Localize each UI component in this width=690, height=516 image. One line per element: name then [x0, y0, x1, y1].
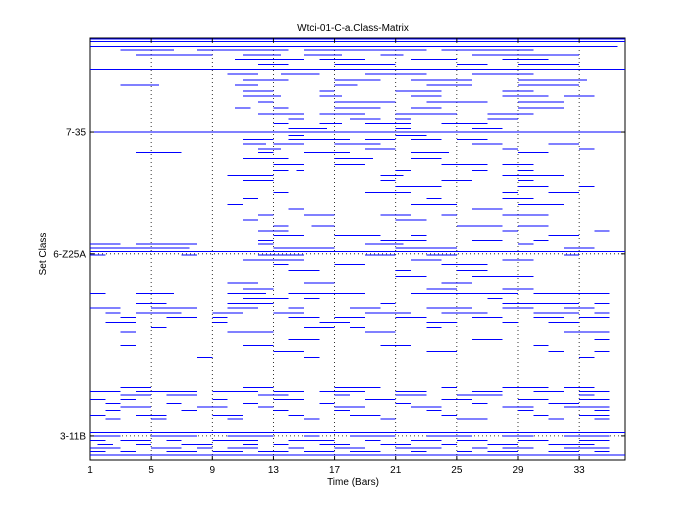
x-tick-label: 33	[574, 465, 586, 476]
axes: 1 5 9 13 17 21 25 29 33 3-11B 6-Z25A 7-35	[53, 38, 625, 476]
x-tick-label: 5	[148, 465, 154, 476]
x-tick-label: 17	[329, 465, 341, 476]
y-tick-label: 6-Z25A	[53, 249, 86, 260]
x-axis-label: Time (Bars)	[327, 477, 379, 488]
x-tick-label: 9	[210, 465, 216, 476]
x-tick-label: 21	[390, 465, 402, 476]
data-segments	[90, 38, 625, 456]
x-tick-label: 29	[512, 465, 524, 476]
x-tick-label: 13	[268, 465, 280, 476]
x-tick-label: 1	[87, 465, 93, 476]
y-tick-label: 7-35	[66, 128, 86, 139]
chart-title: Wtci-01-C-a.Class-Matrix	[297, 23, 409, 34]
plot-area	[89, 37, 626, 461]
y-axis-label: Set Class	[38, 233, 49, 276]
x-tick-label: 25	[451, 465, 463, 476]
y-tick-label: 3-11B	[60, 431, 86, 442]
